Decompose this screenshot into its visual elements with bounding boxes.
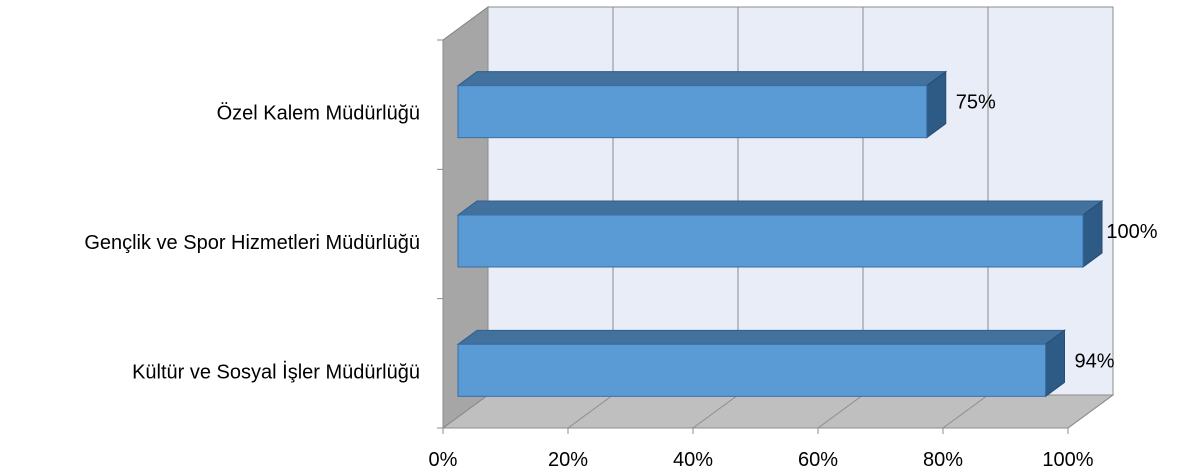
floor-gridline — [1067, 394, 1114, 429]
x-tick-label: 20% — [548, 449, 588, 471]
x-tick-label: 100% — [1042, 449, 1093, 471]
x-tick-label: 0% — [429, 449, 458, 471]
floor-gridline — [692, 394, 739, 429]
bar-top — [456, 329, 1067, 345]
bar — [456, 329, 1067, 398]
x-tick-label: 40% — [673, 449, 713, 471]
x-tick-label: 80% — [923, 449, 963, 471]
floor — [441, 394, 1115, 429]
floor-gridline — [817, 394, 864, 429]
bar-top — [456, 71, 948, 87]
floor-gridline — [942, 394, 989, 429]
bar-front — [457, 214, 1084, 268]
category-label: Gençlik ve Spor Hizmetleri Müdürlüğü — [84, 232, 420, 254]
floor-gridline — [442, 394, 489, 429]
category-label: Kültür ve Sosyal İşler Müdürlüğü — [132, 360, 420, 383]
bars — [456, 70, 1104, 398]
floor-gridline — [567, 394, 614, 429]
labels: 0% 20% 40% 60% 80% 100% 75% Özel Kalem Müdürlüğ… — [84, 92, 1157, 471]
data-label: 100% — [1106, 221, 1157, 243]
bar-front — [457, 343, 1046, 397]
bar-front — [457, 85, 928, 139]
bar — [456, 200, 1104, 268]
category-label: Özel Kalem Müdürlüğü — [217, 103, 420, 125]
data-label: 94% — [1074, 350, 1114, 372]
bar — [456, 70, 948, 139]
data-label: 75% — [956, 92, 996, 114]
bar-top — [456, 200, 1104, 216]
x-tick-label: 60% — [798, 449, 838, 471]
